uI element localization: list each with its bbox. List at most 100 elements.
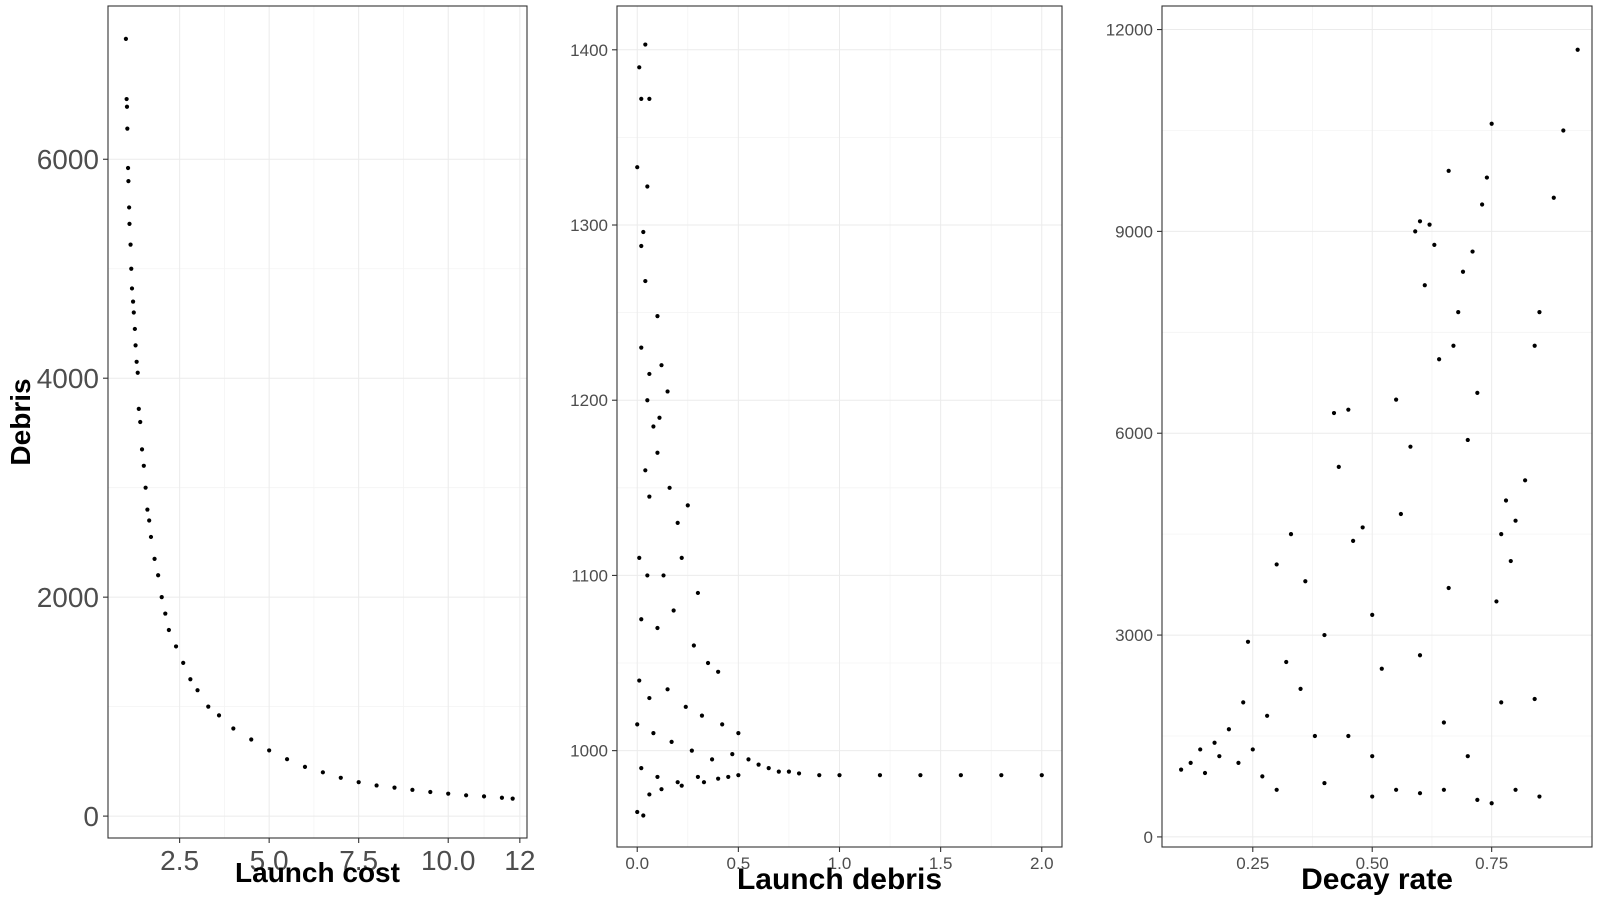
data-point bbox=[1284, 659, 1289, 665]
data-point bbox=[639, 96, 644, 101]
x-axis-title: Decay rate bbox=[1301, 863, 1453, 896]
data-point bbox=[1494, 599, 1499, 604]
data-point bbox=[1537, 794, 1542, 799]
data-point bbox=[645, 573, 650, 578]
data-point bbox=[141, 463, 146, 468]
data-point bbox=[123, 36, 129, 41]
x-axis-title: Launch debris bbox=[737, 863, 942, 896]
data-point bbox=[392, 785, 397, 790]
data-point bbox=[126, 179, 131, 184]
data-point bbox=[701, 780, 707, 785]
data-point bbox=[1513, 787, 1518, 792]
data-point bbox=[1437, 357, 1442, 362]
data-point bbox=[1489, 801, 1494, 806]
data-point bbox=[1413, 229, 1418, 234]
data-point bbox=[659, 787, 664, 792]
data-point bbox=[776, 769, 781, 774]
data-point bbox=[1465, 754, 1470, 759]
data-point bbox=[736, 731, 741, 736]
data-point bbox=[136, 406, 141, 411]
data-point bbox=[1312, 733, 1317, 739]
data-point bbox=[766, 766, 771, 771]
data-point bbox=[1202, 770, 1208, 776]
panel-launch-cost: 0 2000 4000 6000 2.5 5.0 7.5 10.0 12 Launch cost D… bbox=[5, 5, 535, 888]
y-tick-label: 4000 bbox=[37, 363, 99, 394]
panel-border bbox=[1161, 5, 1593, 848]
data-point bbox=[284, 757, 290, 762]
data-point bbox=[1456, 310, 1461, 315]
data-point bbox=[716, 669, 721, 674]
data-point bbox=[1245, 639, 1251, 644]
panel-decay-rate: 0 3000 6000 9000 12000 0.25 0.50 0.75 Decay rate bbox=[1106, 5, 1593, 896]
data-point bbox=[647, 695, 652, 701]
data-point bbox=[139, 447, 145, 452]
x-tick-label: 0.0 bbox=[625, 854, 649, 873]
data-point bbox=[1394, 397, 1399, 402]
data-point bbox=[195, 688, 200, 693]
data-point bbox=[267, 748, 272, 753]
y-axis-title: Debris bbox=[5, 378, 36, 465]
data-point bbox=[695, 774, 701, 780]
data-point bbox=[1346, 733, 1351, 739]
data-point bbox=[320, 770, 325, 775]
data-point bbox=[1394, 787, 1399, 792]
data-point bbox=[1513, 518, 1518, 523]
y-tick-label: 12000 bbox=[1106, 20, 1153, 39]
data-point bbox=[647, 494, 652, 499]
data-point bbox=[709, 757, 715, 762]
data-point bbox=[1484, 175, 1489, 180]
data-point bbox=[1441, 720, 1446, 725]
data-point bbox=[231, 726, 236, 731]
y-tick-label: 1100 bbox=[571, 566, 608, 585]
data-point bbox=[374, 783, 379, 788]
x-tick-label: 5.0 bbox=[250, 845, 289, 876]
x-tick-label: 12 bbox=[504, 845, 535, 876]
data-point bbox=[796, 771, 802, 776]
y-tick-label: 2000 bbox=[37, 582, 99, 613]
data-point bbox=[133, 343, 138, 348]
data-point bbox=[1499, 532, 1504, 537]
data-point bbox=[134, 359, 139, 364]
data-point bbox=[1288, 532, 1294, 537]
data-point bbox=[675, 520, 680, 525]
data-point bbox=[129, 266, 134, 271]
data-point bbox=[1499, 700, 1504, 705]
data-point bbox=[726, 774, 731, 780]
data-point bbox=[1379, 666, 1384, 671]
data-point bbox=[1398, 511, 1403, 517]
y-tick-label: 3000 bbox=[1115, 626, 1153, 645]
data-point bbox=[143, 485, 148, 490]
data-point bbox=[1532, 696, 1537, 702]
y-tick-label: 0 bbox=[83, 801, 99, 832]
data-point bbox=[163, 611, 168, 616]
data-point bbox=[746, 757, 751, 762]
data-point bbox=[958, 773, 963, 778]
data-point bbox=[645, 398, 650, 403]
data-point bbox=[635, 722, 640, 727]
data-point bbox=[691, 643, 696, 648]
data-point bbox=[1212, 740, 1217, 745]
data-point bbox=[1446, 585, 1451, 591]
data-point bbox=[756, 762, 761, 767]
data-point bbox=[302, 764, 308, 769]
data-point bbox=[1351, 538, 1356, 543]
data-point bbox=[131, 310, 136, 315]
data-point bbox=[125, 126, 130, 131]
data-point bbox=[356, 780, 361, 785]
data-point bbox=[181, 660, 186, 665]
data-point bbox=[699, 713, 705, 718]
x-tick-label: 1.0 bbox=[828, 854, 852, 873]
data-point bbox=[685, 503, 690, 508]
data-point bbox=[641, 229, 646, 235]
data-point bbox=[1575, 47, 1580, 52]
data-point bbox=[651, 424, 656, 429]
data-point bbox=[635, 809, 640, 815]
data-point bbox=[716, 776, 721, 781]
data-point bbox=[1188, 760, 1193, 766]
data-point bbox=[130, 299, 136, 304]
data-point bbox=[446, 791, 451, 796]
data-point bbox=[1417, 791, 1423, 796]
data-point bbox=[689, 748, 694, 753]
data-point bbox=[1265, 713, 1270, 718]
data-point bbox=[148, 534, 154, 540]
